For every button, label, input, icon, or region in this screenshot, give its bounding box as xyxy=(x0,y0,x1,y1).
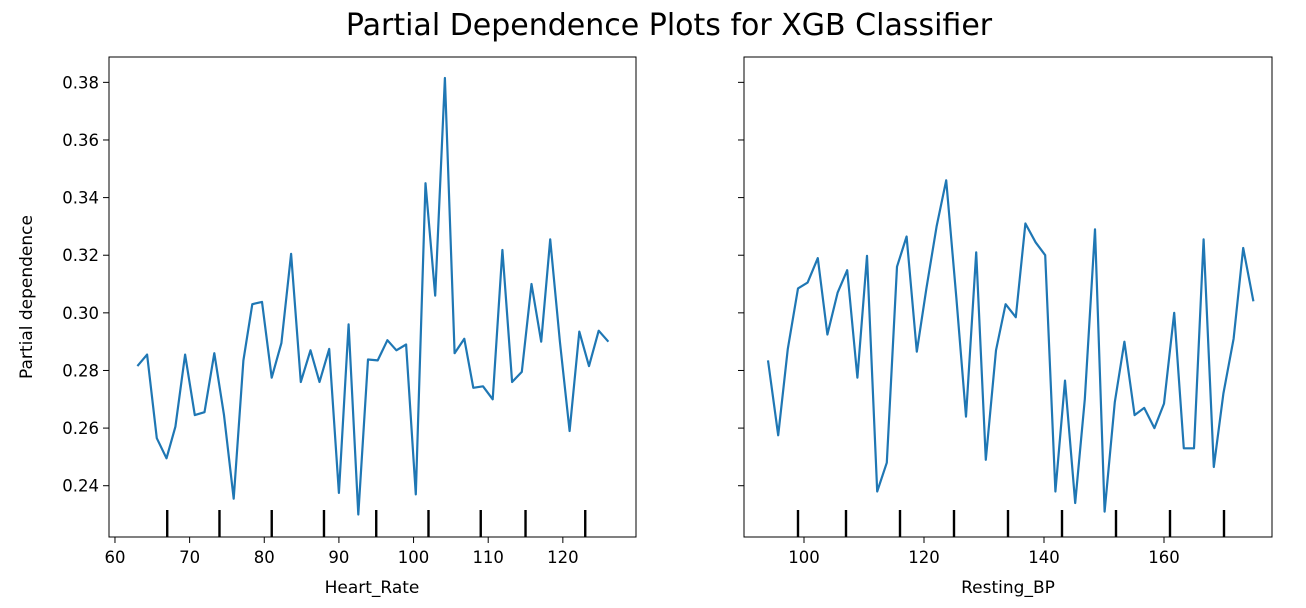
heart-rate-y-tick-label: 0.36 xyxy=(62,131,99,150)
heart-rate-x-tick-label: 80 xyxy=(254,548,275,567)
heart-rate-y-tick-label: 0.24 xyxy=(62,477,99,496)
resting-bp-x-tick-label: 140 xyxy=(1028,548,1060,567)
heart-rate-y-tick-label: 0.38 xyxy=(62,73,99,92)
heart-rate-x-axis-label: Heart_Rate xyxy=(325,578,420,598)
heart-rate-x-tick-label: 60 xyxy=(104,548,125,567)
heart-rate-y-tick-label: 0.32 xyxy=(62,246,99,265)
heart-rate-pd-line xyxy=(136,76,610,516)
heart-rate-y-tick-label: 0.28 xyxy=(62,361,99,380)
resting-bp-panel: 100 120 140 160 Resting_BP xyxy=(738,56,1273,598)
heart-rate-x-tick-label: 90 xyxy=(328,548,349,567)
heart-rate-y-tick-label: 0.26 xyxy=(62,419,99,438)
heart-rate-x-tick-label: 100 xyxy=(398,548,430,567)
figure-title: Partial Dependence Plots for XGB Classif… xyxy=(346,8,993,43)
heart-rate-x-tick-label: 120 xyxy=(547,548,579,567)
heart-rate-x-tick-label: 110 xyxy=(472,548,504,567)
resting-bp-y-ticks xyxy=(738,81,744,487)
resting-bp-deciles xyxy=(796,510,1226,537)
heart-rate-y-tick-label: 0.30 xyxy=(62,304,99,323)
heart-rate-y-tick-label: 0.34 xyxy=(62,189,99,208)
heart-rate-plot-area xyxy=(108,56,637,538)
resting-bp-x-tick-label: 160 xyxy=(1148,548,1180,567)
resting-bp-x-tick-label: 120 xyxy=(908,548,940,567)
heart-rate-deciles xyxy=(166,510,587,537)
resting-bp-x-axis-label: Resting_BP xyxy=(961,578,1055,598)
resting-bp-x-tick-label: 100 xyxy=(788,548,820,567)
resting-bp-pd-line xyxy=(766,179,1255,513)
heart-rate-x-tick-label: 70 xyxy=(179,548,200,567)
heart-rate-y-axis-label: Partial dependence xyxy=(17,215,37,379)
heart-rate-x-ticks: 60 70 80 90 100 110 120 xyxy=(104,537,579,567)
heart-rate-panel: 0.24 0.26 0.28 0.30 0.32 0.34 0.36 0.38 60 70 80 9… xyxy=(17,56,637,598)
heart-rate-y-ticks: 0.24 0.26 0.28 0.30 0.32 0.34 0.36 0.38 xyxy=(62,73,109,496)
resting-bp-x-ticks: 100 120 140 160 xyxy=(788,537,1180,567)
